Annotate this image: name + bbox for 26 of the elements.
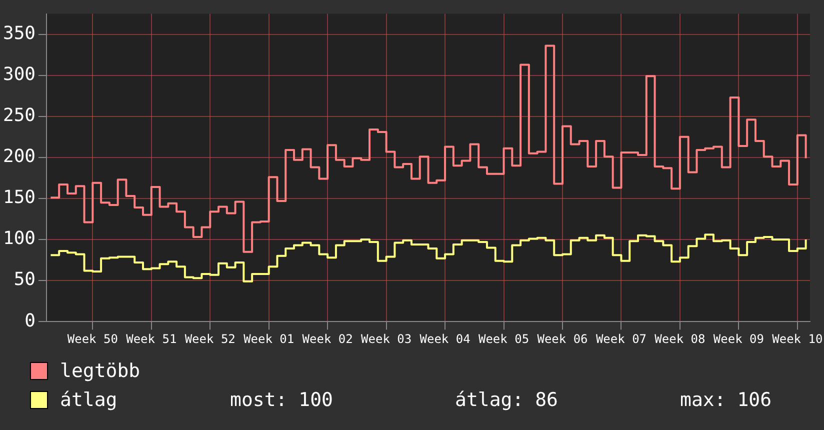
text: átlag: 86 — [455, 388, 559, 410]
x-tick-label: Week 51 — [126, 332, 177, 346]
x-tick-label: Week 50 — [67, 332, 118, 346]
x-tick-label: Week 08 — [654, 332, 706, 346]
x-tick-label: Week 04 — [420, 332, 470, 346]
y-tick-label: 0 — [24, 310, 36, 332]
x-tick-label: Week 03 — [361, 332, 412, 346]
y-tick-label: 150 — [2, 187, 36, 208]
text: most: 100 — [230, 388, 334, 410]
x-tick-label: Week 09 — [713, 332, 764, 346]
x-tick-label: Week 52 — [184, 332, 236, 346]
x-tick-label: Week 10 — [772, 332, 823, 346]
legend-label: átlag — [60, 388, 118, 410]
x-tick-label: Week 02 — [302, 332, 353, 346]
y-tick-label: 200 — [2, 146, 36, 168]
y-tick-label: 100 — [2, 228, 36, 250]
x-tick-label: Week 07 — [596, 332, 647, 346]
x-tick-label: Week 01 — [244, 332, 294, 346]
legend-label: legtöbb — [60, 360, 142, 382]
x-tick-label: Week 06 — [537, 332, 588, 346]
y-tick-label: 300 — [2, 64, 36, 86]
text: max: 106 — [680, 388, 772, 410]
y-tick-label: 250 — [2, 105, 36, 126]
x-tick-label: Week 05 — [478, 332, 530, 346]
y-tick-label: 350 — [2, 22, 36, 44]
y-tick-label: 50 — [14, 269, 36, 290]
